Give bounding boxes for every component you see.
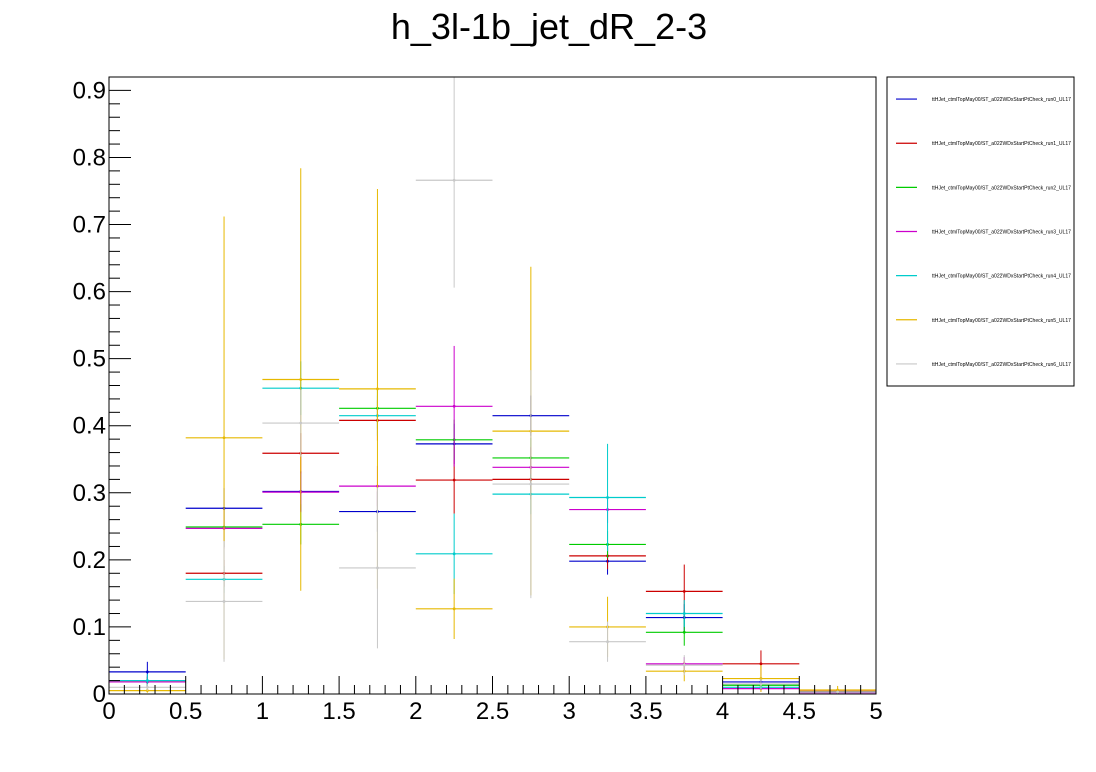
legend-label: ttHJet_ctmlTopMay00/ST_a022WDxStartPtChe… (932, 97, 1071, 103)
data-point (452, 607, 456, 611)
legend-label: ttHJet_ctmlTopMay00/ST_a022WDxStartPtChe… (932, 141, 1071, 147)
y-tick-label: 0.9 (73, 77, 106, 104)
data-point (836, 688, 840, 692)
data-point (376, 387, 379, 391)
y-tick-label: 0.2 (73, 547, 106, 574)
y-tick-label: 0.6 (73, 279, 106, 306)
x-tick-label: 3.5 (629, 698, 662, 725)
data-point (222, 600, 226, 603)
x-tick-label: 1.5 (322, 698, 355, 725)
x-tick-label: 4.5 (783, 698, 816, 725)
data-point (759, 682, 763, 686)
y-tick-label: 0.8 (73, 144, 106, 171)
data-point (682, 589, 686, 593)
x-tick-label: 2.5 (476, 698, 509, 725)
data-point (759, 662, 763, 666)
legend-label: ttHJet_ctmlTopMay00/ST_a022WDxStartPtChe… (932, 230, 1071, 236)
y-tick-label: 0.3 (73, 480, 106, 507)
axes: 0 0.5 1 1.5 2 2.5 3 3.5 4 4.5 5 0 0.1 0.2 0.3 0.4 0.5 0.6… (73, 76, 883, 725)
legend-box (886, 76, 1075, 387)
data-point (682, 663, 686, 667)
data-point (452, 552, 456, 556)
data-point (299, 421, 303, 425)
data-point (376, 566, 379, 570)
legend-label: ttHJet_ctmlTopMay00/ST_a022WDxStartPtChe… (932, 274, 1071, 280)
data-point (682, 630, 686, 634)
y-tick-label: 0.1 (73, 614, 106, 641)
series-6 (109, 77, 876, 694)
y-tick-label: 0.5 (73, 346, 106, 373)
data-point (529, 482, 533, 486)
data-point (299, 378, 303, 381)
data-point (145, 679, 149, 682)
data-point (682, 612, 686, 615)
plot-area (109, 77, 876, 695)
data-point (606, 496, 609, 499)
data-point (145, 670, 149, 674)
data-point (145, 685, 149, 689)
legend: ttHJet_ctmlTopMay00/ST_a022WDxStartPtChe… (886, 76, 1075, 387)
x-tick-label: 2 (409, 698, 422, 725)
chart-title: h_3l-1b_jet_dR_2-3 (391, 6, 707, 47)
data-point (606, 640, 609, 644)
data-point (452, 478, 456, 482)
data-point (222, 436, 226, 440)
x-tick-label: 0 (102, 698, 115, 725)
x-tick-label: 5 (869, 698, 882, 725)
legend-label: ttHJet_ctmlTopMay00/ST_a022WDxStartPtChe… (932, 318, 1071, 324)
data-point (836, 690, 840, 694)
x-tick-label: 4 (716, 698, 729, 725)
data-point (759, 677, 763, 680)
legend-label: ttHJet_ctmlTopMay00/ST_a022WDxStartPtChe… (932, 185, 1071, 191)
y-tick-label: 0.7 (73, 212, 106, 239)
legend-label: ttHJet_ctmlTopMay00/ST_a022WDxStartPtChe… (932, 362, 1071, 368)
data-point (452, 178, 456, 182)
y-tick-label: 0 (93, 681, 106, 708)
data-point (452, 404, 456, 408)
y-tick-label: 0.4 (73, 413, 106, 440)
x-tick-label: 3 (563, 698, 576, 725)
x-tick-label: 1 (256, 698, 269, 725)
x-tick-label: 0.5 (169, 698, 202, 725)
